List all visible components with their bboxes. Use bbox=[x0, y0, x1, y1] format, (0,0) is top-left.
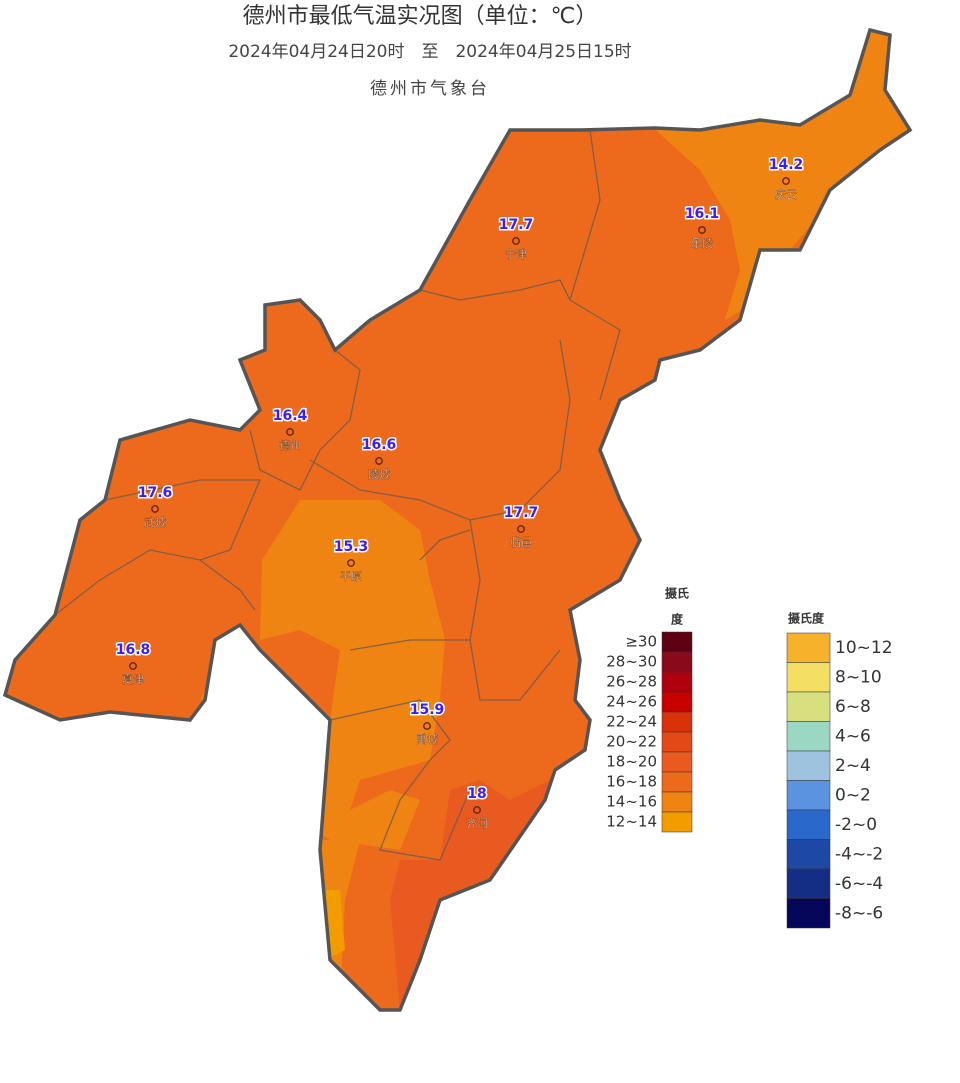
station-name: 庆云 bbox=[775, 187, 797, 201]
station-value: 15.9 bbox=[410, 702, 445, 718]
station-dot bbox=[517, 525, 525, 533]
legend-title: 摄氏度 bbox=[788, 611, 825, 626]
station-dot bbox=[512, 237, 520, 245]
legend-label: 16~18 bbox=[606, 773, 657, 791]
county-borders bbox=[54, 129, 621, 861]
legend-swatch bbox=[661, 811, 693, 833]
legend-label: ≥30 bbox=[625, 633, 657, 651]
station-name: 乐陵 bbox=[691, 237, 713, 250]
station-value: 16.1 bbox=[685, 206, 720, 222]
legend-swatch bbox=[661, 771, 693, 793]
station-dot bbox=[423, 722, 431, 730]
station-name: 齐河 bbox=[466, 816, 488, 830]
legend-title: 摄氏 bbox=[665, 586, 689, 601]
station-value: 16.4 bbox=[273, 408, 308, 424]
station-dot bbox=[473, 806, 481, 814]
legend-swatch bbox=[661, 651, 693, 673]
station-name: 宁津 bbox=[505, 247, 527, 261]
station-value: 14.2 bbox=[769, 157, 804, 173]
legend-label: 8~10 bbox=[835, 668, 882, 688]
station-dot bbox=[698, 226, 706, 234]
station-name: 临邑 bbox=[510, 535, 532, 549]
period: 2024年04月24日20时 至 2024年04月25日15时 bbox=[228, 42, 631, 62]
station-dot bbox=[347, 559, 355, 567]
legend-label: -4~-2 bbox=[835, 845, 883, 865]
legend-swatch bbox=[661, 791, 693, 813]
station-dot bbox=[286, 428, 294, 436]
legend-swatch bbox=[786, 868, 831, 899]
legend-label: 20~22 bbox=[606, 733, 657, 751]
legend-swatch bbox=[786, 691, 831, 722]
station-name: 夏津 bbox=[122, 673, 144, 686]
legend-label: 6~8 bbox=[835, 697, 871, 717]
legend-swatch bbox=[786, 898, 831, 929]
legend-label: 28~30 bbox=[606, 653, 657, 671]
station-dot bbox=[375, 457, 383, 465]
legend-swatch bbox=[786, 750, 831, 781]
legend-label: 0~2 bbox=[835, 786, 871, 806]
station-value: 18 bbox=[467, 786, 486, 802]
station-dot bbox=[151, 505, 159, 513]
legend-label: 12~14 bbox=[606, 813, 657, 831]
legend-swatch bbox=[786, 839, 831, 870]
legend-swatch bbox=[786, 721, 831, 752]
legend-swatch bbox=[661, 711, 693, 733]
station-name: 平原 bbox=[340, 570, 362, 583]
legend-label: 4~6 bbox=[835, 727, 871, 747]
legends: 摄氏度≥3028~3026~2824~2622~2420~2218~2016~1… bbox=[606, 586, 893, 929]
legend-label: 26~28 bbox=[606, 673, 657, 691]
legend-swatch bbox=[661, 671, 693, 693]
legend-label: -8~-6 bbox=[835, 904, 883, 924]
legend-swatch bbox=[661, 691, 693, 713]
legend-swatch bbox=[786, 662, 831, 693]
station-dot bbox=[129, 662, 137, 670]
station-value: 17.7 bbox=[499, 217, 534, 233]
station-name: 德州 bbox=[279, 438, 301, 452]
station-value: 16.6 bbox=[362, 437, 397, 453]
agency: 德州市气象台 bbox=[370, 79, 490, 99]
legend-swatch bbox=[661, 751, 693, 773]
station-value: 17.6 bbox=[138, 485, 173, 501]
legend-label: 18~20 bbox=[606, 753, 657, 771]
station-dot bbox=[782, 177, 790, 185]
legend-swatch bbox=[786, 632, 831, 663]
legend-swatch bbox=[786, 809, 831, 840]
legend-label: -6~-4 bbox=[835, 874, 883, 894]
stations: 14.2 庆云 16.1 乐陵 17.7 宁津 16.4 德州 16.6 陵城 17.6 武城 17.7… bbox=[114, 156, 805, 831]
legend-label: 24~26 bbox=[606, 693, 657, 711]
legend-label: 14~16 bbox=[606, 793, 657, 811]
station-value: 16.8 bbox=[116, 642, 151, 658]
legend-swatch bbox=[786, 780, 831, 811]
station-name: 武城 bbox=[144, 516, 166, 529]
legend-label: 10~12 bbox=[835, 638, 893, 658]
legend-label: 2~4 bbox=[835, 756, 871, 776]
station-value: 15.3 bbox=[334, 539, 369, 555]
legend-title: 度 bbox=[671, 612, 684, 627]
legend-label: -2~0 bbox=[835, 815, 877, 835]
legend-swatch bbox=[661, 731, 693, 753]
station-value: 17.7 bbox=[504, 505, 539, 521]
station-name: 陵城 bbox=[368, 468, 390, 481]
legend-swatch bbox=[661, 631, 693, 653]
station-name: 禹城 bbox=[416, 733, 438, 746]
title: 德州市最低气温实况图（单位：℃） bbox=[243, 4, 598, 29]
legend-label: 22~24 bbox=[606, 713, 657, 731]
